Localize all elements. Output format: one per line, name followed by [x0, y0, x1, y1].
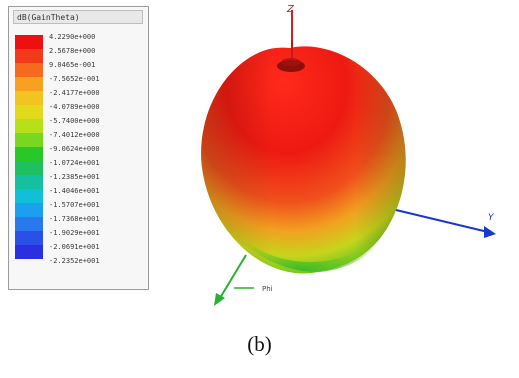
x-axis-line [219, 254, 247, 299]
legend-value: -2.0691e+001 [49, 243, 100, 251]
legend-value: 2.5678e+000 [49, 47, 96, 55]
legend-swatch [15, 133, 43, 147]
z-axis-label: Z [286, 4, 295, 15]
y-axis-line [395, 209, 489, 233]
y-axis-arrow [484, 226, 496, 238]
legend-value: -7.5652e-001 [49, 75, 100, 83]
legend-swatch [15, 119, 43, 133]
legend-swatch [15, 231, 43, 245]
legend-value: -1.4046e+001 [49, 187, 100, 195]
radiation-pattern-figure: dB(GainTheta) 4.2290e+000 2.5678e+000 9.04… [8, 4, 496, 306]
legend-title: dB(GainTheta) [13, 10, 143, 24]
legend-swatch [15, 91, 43, 105]
legend-value: -1.9029e+001 [49, 229, 100, 237]
legend-swatch [15, 161, 43, 175]
legend-value: -1.2385e+001 [49, 173, 100, 181]
legend-swatch [15, 49, 43, 63]
legend-swatch [15, 175, 43, 189]
legend-labels: 4.2290e+000 2.5678e+000 9.0465e-001 -7.5652… [49, 30, 145, 294]
legend-swatch [15, 63, 43, 77]
legend-body: 4.2290e+000 2.5678e+000 9.0465e-001 -7.5652… [15, 33, 145, 287]
legend-value: -1.7368e+001 [49, 215, 100, 223]
legend-value: -4.0789e+000 [49, 103, 100, 111]
color-scale-legend: dB(GainTheta) 4.2290e+000 2.5678e+000 9.04… [8, 6, 149, 290]
legend-swatch [15, 105, 43, 119]
legend-value: 4.2290e+000 [49, 33, 96, 41]
legend-swatch [15, 35, 43, 49]
3d-gain-plot: Z Y Phi [201, 4, 496, 306]
legend-value: -1.0724e+001 [49, 159, 100, 167]
legend-value: -9.0624e+000 [49, 145, 100, 153]
legend-value: 9.0465e-001 [49, 61, 96, 69]
legend-swatch [15, 217, 43, 231]
x-axis-arrow [214, 293, 225, 306]
figure-caption: (b) [247, 332, 272, 356]
legend-value: -5.7400e+000 [49, 117, 100, 125]
legend-value: -2.4177e+000 [49, 89, 100, 97]
x-axis-label: Phi [262, 285, 273, 293]
legend-swatch [15, 77, 43, 91]
legend-swatches [15, 35, 43, 287]
legend-swatch [15, 245, 43, 259]
legend-value: -1.5707e+001 [49, 201, 100, 209]
legend-swatch [15, 189, 43, 203]
legend-swatch [15, 203, 43, 217]
legend-value: -2.2352e+001 [49, 257, 100, 265]
legend-value: -7.4012e+000 [49, 131, 100, 139]
pattern-side-shading [201, 46, 406, 274]
y-axis-label: Y [488, 213, 495, 223]
top-dimple-rim [281, 58, 301, 66]
legend-swatch [15, 147, 43, 161]
